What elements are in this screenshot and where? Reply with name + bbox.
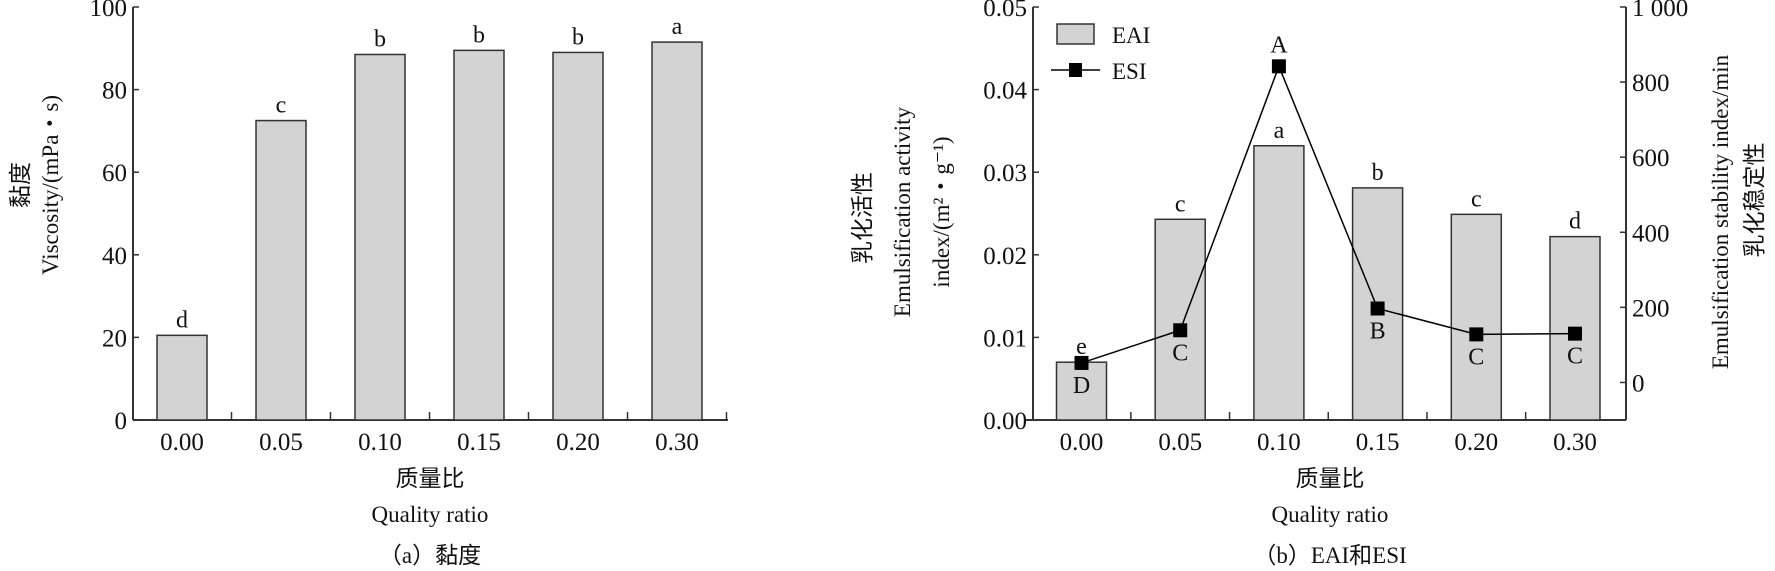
legend-esi-marker [1069, 63, 1082, 77]
significance-label: a [672, 14, 683, 40]
right-y-tick-label: 600 [1632, 145, 1670, 172]
eai-significance-label: c [1471, 186, 1482, 212]
significance-label: d [176, 307, 188, 333]
x-tick-label: 0.05 [259, 429, 303, 456]
chart-a-xlabel: Quality ratio [372, 502, 489, 527]
legend-eai-swatch [1056, 23, 1095, 45]
x-tick-label: 0.20 [556, 429, 600, 456]
x-tick-label: 0.30 [1553, 429, 1597, 456]
eai-bar [1253, 145, 1305, 421]
eai-bar [1450, 213, 1503, 421]
chart-b-xlabel: Quality ratio [1272, 502, 1389, 527]
left-y-tick-label: 0.00 [983, 408, 1027, 435]
eai-significance-label: a [1274, 118, 1285, 144]
chart-b-ylabel-left-2: index/(m²・g⁻¹) [929, 136, 954, 287]
eai-significance-label: c [1175, 191, 1186, 217]
legend-eai-label: EAI [1112, 23, 1150, 48]
esi-marker [1173, 323, 1188, 338]
esi-marker [1271, 59, 1286, 74]
eai-bar [1154, 218, 1206, 421]
esi-marker [1074, 355, 1089, 370]
right-y-tick-label: 0 [1632, 370, 1645, 397]
y-tick-label: 100 [90, 0, 128, 22]
x-tick-label: 0.00 [160, 429, 204, 456]
chart-b: 乳化活性 Emulsification activity index/(m²・g… [850, 0, 1767, 568]
left-y-tick-label: 0.05 [983, 0, 1027, 22]
right-y-tick-label: 200 [1632, 295, 1670, 322]
bar [552, 51, 604, 421]
esi-line [1081, 64, 1576, 364]
x-tick-label: 0.05 [1158, 429, 1202, 456]
chart-b-ylabel-left-cn: 乳化活性 [850, 172, 875, 264]
right-y-tick-label: 800 [1632, 70, 1670, 97]
y-tick-label: 80 [102, 78, 127, 105]
bar [255, 119, 307, 421]
bar [651, 41, 703, 421]
right-y-tick-label: 400 [1632, 220, 1670, 247]
y-tick-label: 20 [102, 325, 127, 352]
left-y-tick-label: 0.02 [983, 243, 1027, 270]
legend-esi-label: ESI [1112, 59, 1147, 84]
chart-b-ylabel-right: Emulsification stability index/min [1708, 54, 1733, 369]
chart-b-ylabel-right-cn: 乳化稳定性 [1742, 143, 1767, 258]
x-tick-label: 0.15 [457, 429, 501, 456]
eai-significance-label: d [1569, 209, 1581, 235]
x-tick-label: 0.30 [655, 429, 699, 456]
esi-significance-label: C [1468, 344, 1484, 370]
x-tick-label: 0.20 [1454, 429, 1498, 456]
left-y-tick-label: 0.04 [983, 78, 1027, 105]
chart-a-caption: （a）黏度 [379, 543, 481, 568]
chart-a-ylabel-cn: 黏度 [8, 162, 33, 208]
legend: EAI ESI [1051, 23, 1150, 84]
x-tick-label: 0.00 [1060, 429, 1104, 456]
bar [453, 49, 505, 421]
bar [354, 53, 406, 421]
chart-a-ylabel: Viscosity/(mPa・s) [38, 95, 63, 275]
significance-label: c [276, 93, 287, 119]
significance-label: b [572, 24, 584, 50]
y-tick-label: 60 [102, 160, 127, 187]
chart-b-ylabel-left-1: Emulsification activity [890, 106, 915, 317]
esi-significance-label: C [1172, 340, 1188, 366]
right-y-tick-label: 1 000 [1632, 0, 1688, 22]
left-y-tick-label: 0.01 [983, 325, 1027, 352]
eai-significance-label: e [1076, 334, 1087, 360]
x-tick-label: 0.15 [1356, 429, 1400, 456]
esi-significance-label: C [1567, 344, 1583, 370]
chart-a-xlabel-cn: 质量比 [396, 466, 465, 491]
esi-significance-label: B [1370, 318, 1386, 344]
bar [156, 334, 208, 421]
esi-marker [1568, 326, 1582, 341]
esi-significance-label: D [1073, 373, 1090, 399]
esi-marker [1370, 301, 1385, 316]
y-tick-label: 40 [102, 243, 127, 270]
chart-b-caption: （b）EAI和ESI [1253, 543, 1406, 568]
left-y-tick-label: 0.03 [983, 160, 1027, 187]
y-tick-label: 0 [115, 408, 128, 435]
esi-significance-label: A [1270, 32, 1288, 58]
significance-label: b [473, 22, 485, 48]
x-tick-label: 0.10 [1257, 429, 1301, 456]
chart-a: 黏度 Viscosity/(mPa・s) 质量比 Quality ratio （… [8, 0, 728, 568]
eai-significance-label: b [1372, 160, 1384, 186]
chart-b-xlabel-cn: 质量比 [1296, 466, 1365, 491]
significance-label: b [374, 26, 386, 52]
esi-marker [1469, 327, 1484, 342]
x-tick-label: 0.10 [358, 429, 402, 456]
